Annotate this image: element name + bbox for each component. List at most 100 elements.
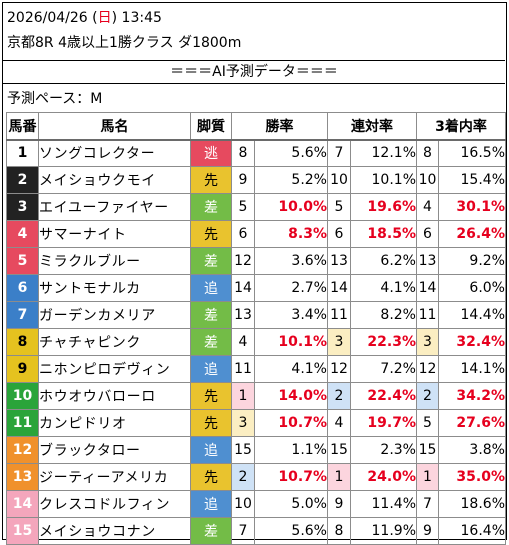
horse-name: ミラクルブルー — [38, 247, 191, 275]
col-header-number: 馬番 — [6, 112, 39, 141]
show-rate: 16.5% — [438, 139, 506, 167]
horse-number: 4 — [6, 220, 39, 248]
win-rank: 3 — [231, 409, 255, 437]
place-rank: 8 — [327, 517, 351, 545]
place-rank: 14 — [327, 274, 351, 302]
table-row: 6 サントモナルカ追 14 2.7% 14 4.1% 14 6.0% — [6, 274, 506, 302]
running-style: 逃 — [190, 139, 232, 167]
place-rate: 24.0% — [350, 463, 417, 491]
race-time: 13:45 — [121, 10, 162, 26]
horse-number: 14 — [6, 490, 39, 518]
win-rate: 1.1% — [254, 436, 328, 464]
place-rank: 10 — [327, 166, 351, 194]
win-rank: 13 — [231, 301, 255, 329]
place-rate: 10.1% — [350, 166, 417, 194]
race-datetime: 2026/04/26 (日) 13:45 — [7, 10, 162, 26]
running-style: 差 — [190, 247, 232, 275]
win-rank: 12 — [231, 247, 255, 275]
show-rate: 18.6% — [438, 490, 506, 518]
horse-number: 9 — [6, 355, 39, 383]
show-rate: 34.2% — [438, 382, 506, 410]
place-rank: 7 — [327, 139, 351, 167]
place-rate: 7.2% — [350, 355, 417, 383]
horse-name: チャチャピンク — [38, 328, 191, 356]
place-rank: 9 — [327, 490, 351, 518]
table-row: 4 サマーナイト先 6 8.3% 6 18.5% 6 26.4% — [6, 220, 506, 248]
show-rate: 35.0% — [438, 463, 506, 491]
table-header-row: 馬番 馬名 脚質 勝率 連対率 3着内率 — [6, 112, 506, 141]
win-rate: 8.3% — [254, 220, 328, 248]
place-rate: 19.6% — [350, 193, 417, 221]
horse-number: 11 — [6, 409, 39, 437]
win-rank: 11 — [231, 355, 255, 383]
running-style: 先 — [190, 382, 232, 410]
horse-name: ニホンピロデヴィン — [38, 355, 191, 383]
race-date: 2026/04/26 — [7, 10, 88, 26]
place-rate: 12.1% — [350, 139, 417, 167]
running-style: 先 — [190, 220, 232, 248]
win-rank: 6 — [231, 220, 255, 248]
horse-number: 6 — [6, 274, 39, 302]
place-rank: 13 — [327, 247, 351, 275]
show-rate: 27.6% — [438, 409, 506, 437]
show-rank: 2 — [416, 382, 439, 410]
race-title: 京都8R 4歳以上1勝クラス ダ1800m — [7, 35, 242, 51]
place-rate: 8.2% — [350, 301, 417, 329]
show-rank: 11 — [416, 301, 439, 329]
horse-name: メイショウコナン — [38, 517, 191, 545]
show-rank: 8 — [416, 139, 439, 167]
running-style: 差 — [190, 328, 232, 356]
table-row: 11 カンピドリオ先 3 10.7% 4 19.7% 5 27.6% — [6, 409, 506, 437]
horse-number: 10 — [6, 382, 39, 410]
place-rate: 18.5% — [350, 220, 417, 248]
win-rank: 9 — [231, 166, 255, 194]
prediction-table: 馬番 馬名 脚質 勝率 連対率 3着内率 1 ソングコレクター逃 8 5.6% 7 12.… — [6, 112, 506, 545]
win-rate: 3.6% — [254, 247, 328, 275]
place-rate: 4.1% — [350, 274, 417, 302]
col-header-show: 3着内率 — [416, 112, 506, 141]
win-rank: 1 — [231, 382, 255, 410]
show-rank: 7 — [416, 490, 439, 518]
table-row: 13 ジーティーアメリカ先 2 10.7% 1 24.0% 1 35.0% — [6, 463, 506, 491]
place-rate: 11.9% — [350, 517, 417, 545]
table-row: 8 チャチャピンク差 4 10.1% 3 22.3% 3 32.4% — [6, 328, 506, 356]
col-header-win: 勝率 — [231, 112, 328, 141]
win-rank: 14 — [231, 274, 255, 302]
horse-number: 15 — [6, 517, 39, 545]
place-rank: 4 — [327, 409, 351, 437]
win-rate: 10.0% — [254, 193, 328, 221]
show-rank: 15 — [416, 436, 439, 464]
col-header-place: 連対率 — [327, 112, 417, 141]
place-rank: 2 — [327, 382, 351, 410]
win-rate: 2.7% — [254, 274, 328, 302]
table-row: 9 ニホンピロデヴィン追 11 4.1% 12 7.2% 12 14.1% — [6, 355, 506, 383]
show-rate: 32.4% — [438, 328, 506, 356]
place-rate: 19.7% — [350, 409, 417, 437]
place-rank: 6 — [327, 220, 351, 248]
show-rank: 6 — [416, 220, 439, 248]
show-rank: 9 — [416, 517, 439, 545]
running-style: 先 — [190, 463, 232, 491]
show-rank: 1 — [416, 463, 439, 491]
table-row: 10 ホウオウバローロ先 1 14.0% 2 22.4% 2 34.2% — [6, 382, 506, 410]
horse-name: ソングコレクター — [38, 139, 191, 167]
table-row: 2 メイショウクモイ先 9 5.2% 10 10.1% 10 15.4% — [6, 166, 506, 194]
running-style: 追 — [190, 490, 232, 518]
show-rank: 4 — [416, 193, 439, 221]
horse-name: ガーデンカメリア — [38, 301, 191, 329]
table-row: 3 エイユーファイヤー差 5 10.0% 5 19.6% 4 30.1% — [6, 193, 506, 221]
show-rate: 26.4% — [438, 220, 506, 248]
show-rank: 10 — [416, 166, 439, 194]
place-rank: 15 — [327, 436, 351, 464]
table-row: 5 ミラクルブルー差 12 3.6% 13 6.2% 13 9.2% — [6, 247, 506, 275]
running-style: 先 — [190, 409, 232, 437]
horse-name: ジーティーアメリカ — [38, 463, 191, 491]
race-weekday: 日 — [97, 10, 112, 26]
show-rank: 12 — [416, 355, 439, 383]
pace-prediction: 予測ペース：M — [7, 91, 103, 107]
win-rank: 5 — [231, 193, 255, 221]
horse-number: 12 — [6, 436, 39, 464]
show-rate: 30.1% — [438, 193, 506, 221]
win-rank: 15 — [231, 436, 255, 464]
